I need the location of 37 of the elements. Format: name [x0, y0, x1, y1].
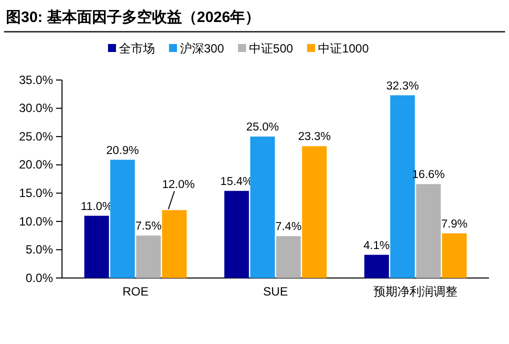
- text: 23.3%: [298, 131, 331, 144]
- bar: [84, 216, 109, 278]
- bar: [136, 236, 161, 278]
- legend-label: 中证1000: [318, 42, 370, 56]
- bar: [416, 184, 441, 278]
- bar: [250, 136, 275, 278]
- text: 32.3%: [386, 80, 419, 92]
- text: 7.4%: [275, 221, 302, 234]
- y-tick-label: 35.0%: [18, 72, 54, 87]
- x-tick-label: 预期净利润调整: [374, 284, 458, 298]
- x-tick-label: SUE: [263, 284, 288, 298]
- y-tick-label: 15.0%: [18, 186, 54, 200]
- text: 7.9%: [441, 218, 468, 230]
- text: 20.9%: [106, 144, 139, 157]
- y-tick-label: 0.0%: [26, 270, 54, 285]
- text: 4.1%: [364, 240, 390, 252]
- text: 25.0%: [246, 122, 279, 134]
- text: 12.0%: [162, 179, 195, 192]
- bar: [442, 233, 467, 278]
- bar: [162, 210, 187, 278]
- bar: [110, 160, 135, 278]
- bar: [224, 190, 249, 278]
- y-tick-label: 10.0%: [18, 214, 54, 228]
- chart-title: 图30: 基本面因子多空收益（2026年）: [6, 8, 260, 26]
- bar: [390, 95, 415, 278]
- bar: [302, 146, 327, 278]
- y-tick-label: 20.0%: [18, 158, 54, 172]
- legend-label: 全市场: [119, 42, 155, 56]
- legend-label: 中证500: [249, 42, 294, 56]
- x-tick-label: ROE: [122, 284, 149, 298]
- y-tick-label: 5.0%: [26, 242, 54, 257]
- bar: [364, 254, 389, 278]
- y-tick-label: 30.0%: [18, 101, 54, 116]
- y-tick-label: 25.0%: [18, 129, 54, 144]
- bar: [276, 236, 301, 278]
- text: 7.5%: [135, 220, 162, 233]
- legend-label: 沪深300: [180, 42, 224, 56]
